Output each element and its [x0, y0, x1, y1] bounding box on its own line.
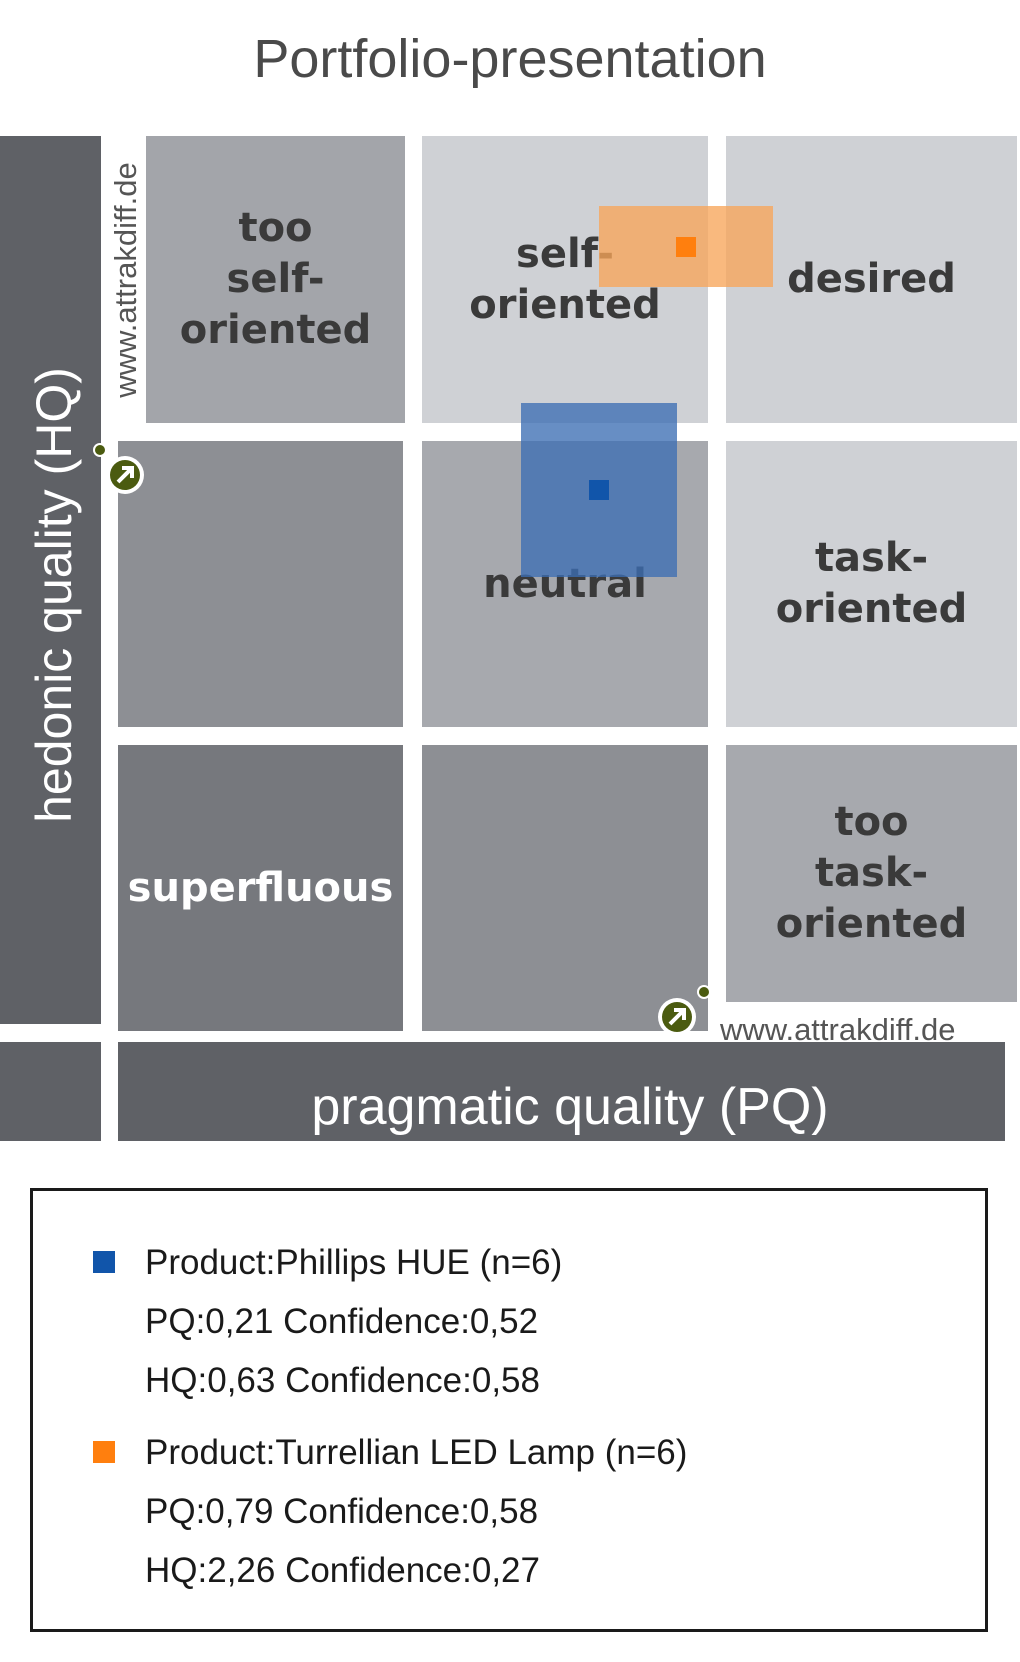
legend-product: Product:Phillips HUE (n=6) — [145, 1243, 563, 1282]
mean-point — [675, 236, 696, 257]
region-too-self-oriented: too self-oriented — [146, 136, 405, 423]
attrakdiff-logo-icon — [93, 443, 144, 494]
region-task-oriented: task-oriented — [726, 441, 1017, 727]
region-label-line: superfluous — [127, 864, 394, 911]
watermark-vertical-text: www.attrakdiff.de — [108, 162, 143, 398]
mean-point — [588, 479, 609, 500]
chart-title: Portfolio-presentation — [253, 29, 767, 89]
region-label: superfluous — [128, 863, 394, 914]
region-label: desired — [787, 254, 956, 305]
region-desired: desired — [726, 136, 1017, 423]
region-superfluous: superfluous — [118, 745, 403, 1031]
watermark-horizontal: www.attrakdiff.de — [720, 1012, 956, 1047]
legend-hq: HQ:0,63 Confidence:0,58 — [145, 1361, 540, 1400]
region-label-line: task- — [814, 850, 929, 896]
region-empty-3 — [118, 441, 403, 727]
hq-axis-bar — [0, 136, 101, 1024]
region-label: too self-oriented — [180, 203, 371, 356]
hq-axis-label-text: hedonic quality (HQ) — [26, 367, 82, 823]
legend-product: Product:Turrellian LED Lamp (n=6) — [145, 1433, 688, 1472]
region-label: too task-oriented — [776, 797, 967, 950]
region-empty-7 — [422, 745, 708, 1031]
region-label-line: task- — [814, 535, 929, 581]
legend-swatch — [93, 1251, 115, 1273]
region-label-line: oriented — [179, 307, 372, 353]
region-label-line: oriented — [775, 586, 968, 632]
pq-axis-label: pragmatic quality (PQ) — [311, 1078, 829, 1136]
legend-pq: PQ:0,79 Confidence:0,58 — [145, 1492, 539, 1531]
region-label: self-oriented — [469, 229, 660, 331]
legend-pq: PQ:0,21 Confidence:0,52 — [145, 1302, 539, 1341]
region-too-task-oriented: too task-oriented — [726, 745, 1017, 1002]
region-label-line: desired — [787, 256, 956, 302]
legend: Product:Phillips HUE (n=6) PQ:0,21 Confi… — [30, 1188, 988, 1632]
attrakdiff-logo-icon — [658, 985, 711, 1036]
region-label-line: too — [834, 799, 909, 845]
region-label-line: self- — [226, 256, 325, 302]
pq-axis-bar — [118, 1042, 1005, 1141]
region-label-line: self- — [516, 230, 614, 277]
legend-swatch — [93, 1441, 115, 1463]
region-label: task-oriented — [776, 533, 967, 635]
axis-corner — [0, 1042, 101, 1141]
region-label-line: oriented — [469, 281, 661, 328]
legend-hq: HQ:2,26 Confidence:0,27 — [145, 1551, 540, 1590]
region-label-line: too — [238, 205, 313, 251]
region-label-line: oriented — [775, 901, 968, 947]
